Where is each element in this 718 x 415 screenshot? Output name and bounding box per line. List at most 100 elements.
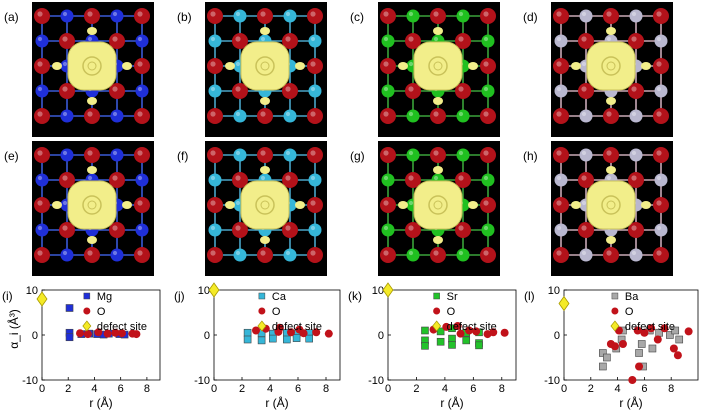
oxygen-atom bbox=[628, 33, 644, 49]
lobe bbox=[433, 27, 443, 35]
panel-label: (d) bbox=[523, 10, 538, 24]
data-point-o bbox=[673, 351, 682, 360]
atom-highlight bbox=[483, 150, 489, 156]
cation-atom bbox=[208, 173, 222, 187]
oxygen-atom bbox=[603, 8, 619, 24]
legend-label: O bbox=[625, 306, 634, 318]
legend-marker bbox=[433, 307, 441, 315]
cation-atom bbox=[554, 173, 568, 187]
x-axis-label: r (Å) bbox=[89, 395, 112, 410]
atom-highlight bbox=[606, 250, 612, 256]
isosurface-ring bbox=[433, 61, 443, 71]
data-point-o bbox=[252, 326, 260, 335]
plot-frame bbox=[387, 289, 517, 381]
atom-highlight bbox=[556, 86, 562, 92]
legend-marker bbox=[611, 307, 619, 315]
y-tick-label: 10 bbox=[548, 285, 560, 297]
oxygen-atom bbox=[603, 108, 619, 124]
oxygen-atom bbox=[553, 108, 569, 124]
oxygen-atom bbox=[653, 108, 669, 124]
atom-highlight bbox=[210, 111, 216, 117]
isosurface-ring bbox=[82, 195, 102, 215]
x-tick-label: 6 bbox=[641, 383, 647, 395]
atom-highlight bbox=[458, 175, 464, 181]
data-point-ba bbox=[648, 344, 657, 353]
atom-highlight bbox=[37, 250, 43, 256]
data-point-o bbox=[261, 324, 270, 333]
atom-highlight bbox=[458, 111, 464, 117]
oxygen-atom bbox=[553, 197, 569, 213]
atom-highlight bbox=[285, 250, 291, 256]
isosurface-ring bbox=[428, 195, 448, 215]
oxygen-atom bbox=[282, 83, 298, 99]
atom-highlight bbox=[210, 175, 216, 181]
oxygen-atom bbox=[34, 197, 50, 213]
data-point-o bbox=[483, 330, 492, 339]
oxygen-atom bbox=[628, 83, 644, 99]
data-point-ba bbox=[612, 344, 621, 353]
atom-highlight bbox=[62, 250, 68, 256]
atom-highlight bbox=[137, 225, 143, 231]
atom-highlight bbox=[408, 225, 414, 231]
oxygen-atom bbox=[307, 247, 323, 263]
atom-highlight bbox=[137, 111, 143, 117]
atom-highlight bbox=[433, 11, 439, 17]
atom-highlight bbox=[408, 61, 414, 67]
atom-highlight bbox=[62, 36, 68, 42]
oxygen-atom bbox=[34, 247, 50, 263]
structure-image bbox=[551, 2, 673, 137]
oxygen-atom bbox=[480, 197, 496, 213]
oxygen-atom bbox=[653, 8, 669, 24]
atom-highlight bbox=[581, 36, 587, 42]
structure-svg bbox=[207, 147, 323, 263]
isosurface-ring bbox=[260, 61, 270, 71]
oxygen-atom bbox=[455, 33, 471, 49]
atom-highlight bbox=[483, 175, 489, 181]
atom-highlight bbox=[310, 11, 316, 17]
atom-highlight bbox=[556, 225, 562, 231]
atom-highlight bbox=[606, 36, 612, 42]
isosurface-ring bbox=[606, 200, 616, 210]
x-tick-label: 8 bbox=[144, 383, 150, 395]
atom-highlight bbox=[483, 225, 489, 231]
data-point-o bbox=[442, 322, 451, 331]
lattice bbox=[553, 147, 669, 263]
oxygen-atom bbox=[207, 58, 223, 74]
legend-marker bbox=[82, 320, 92, 332]
plot-label: (j) bbox=[174, 289, 185, 303]
atom-highlight bbox=[408, 150, 414, 156]
data-point-sr bbox=[475, 328, 483, 337]
cation-atom bbox=[381, 84, 395, 98]
lobe bbox=[122, 201, 132, 209]
atom-highlight bbox=[656, 175, 662, 181]
cation-atom bbox=[35, 223, 49, 237]
atom-highlight bbox=[62, 175, 68, 181]
cation-atom bbox=[629, 109, 643, 123]
isosurface bbox=[225, 27, 305, 105]
plot-frame bbox=[41, 289, 161, 381]
data-point-ba bbox=[603, 353, 611, 362]
oxygen-atom bbox=[134, 147, 150, 163]
oxygen-atom bbox=[653, 197, 669, 213]
lobe bbox=[225, 62, 235, 70]
atom-highlight bbox=[260, 175, 266, 181]
oxygen-atom bbox=[480, 58, 496, 74]
oxygen-atom bbox=[84, 147, 100, 163]
oxygen-atom bbox=[430, 147, 446, 163]
oxygen-atom bbox=[134, 58, 150, 74]
atom-highlight bbox=[37, 61, 43, 67]
atom-highlight bbox=[483, 250, 489, 256]
atom-highlight bbox=[383, 175, 389, 181]
oxygen-atom bbox=[553, 8, 569, 24]
data-point-o bbox=[647, 324, 656, 333]
data-point-o bbox=[295, 325, 304, 334]
atom-highlight bbox=[631, 225, 637, 231]
oxygen-atom bbox=[59, 172, 75, 188]
data-point-mg bbox=[99, 330, 108, 339]
panel-label: (f) bbox=[177, 149, 189, 163]
atom-highlight bbox=[383, 61, 389, 67]
atom-highlight bbox=[112, 225, 118, 231]
cation-atom bbox=[110, 9, 124, 23]
atom-highlight bbox=[260, 150, 266, 156]
atom-highlight bbox=[137, 36, 143, 42]
